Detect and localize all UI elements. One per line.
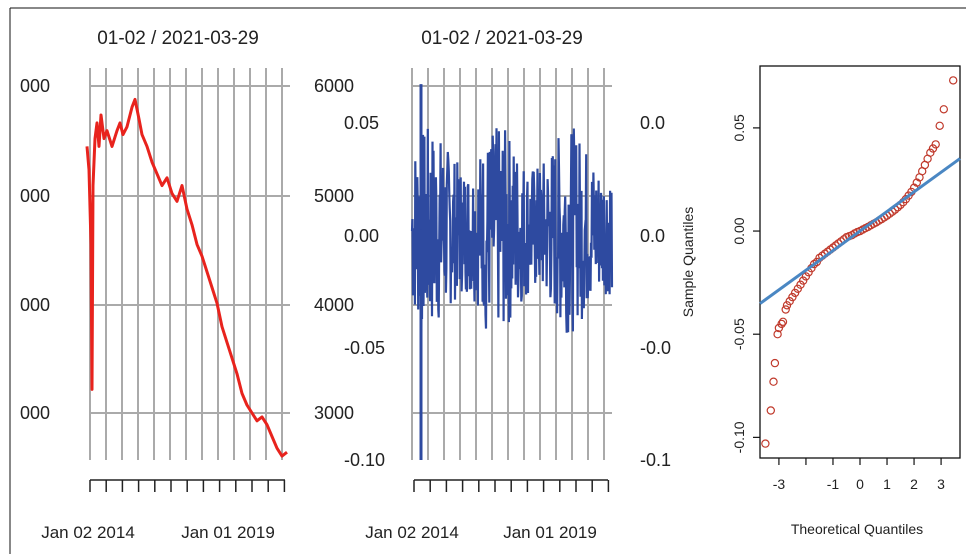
qq-xtick-label-3: 1 <box>883 476 891 492</box>
panel-qq-plot: 0.0 0.0 -0.0 -0.1 Sample Quantiles 0.05 0.00… <box>640 65 961 537</box>
panel-returns-series: 01-02 / 2021-03-29 6000 5000 4000 3000 0.05… <box>314 28 614 542</box>
panel2-ytick-label-1: 0.00 <box>344 226 379 246</box>
qq-point <box>935 121 944 131</box>
qq-point <box>926 148 935 157</box>
panel2-series <box>410 84 614 461</box>
qq-ytick-label-1: 0.00 <box>731 217 747 244</box>
qq-point <box>781 305 790 314</box>
panel2-right-labels: 0.05 0.00 -0.05 -0.10 <box>344 113 385 470</box>
panel1-xtick-label-1: Jan 02 2014 <box>41 523 135 542</box>
panel2-left-label-0: 6000 <box>314 76 354 96</box>
qq-xtick-label-0: -3 <box>773 476 786 492</box>
qq-point <box>770 358 780 368</box>
panel1-xtick-label-2: Jan 01 2019 <box>181 523 275 542</box>
qq-point <box>773 330 782 339</box>
panel1-title: 01-02 / 2021-03-29 <box>97 28 259 49</box>
panel2-returns-line <box>410 128 614 461</box>
panel1-series <box>85 97 288 458</box>
qq-xtick-label-5: 3 <box>937 476 945 492</box>
panel2-left-label-2: 4000 <box>314 295 354 315</box>
qq-point <box>777 319 786 329</box>
qq-point <box>939 105 949 114</box>
qq-point <box>809 259 819 269</box>
qq-reference-line <box>759 157 961 305</box>
panel2-x-ticks <box>413 479 610 492</box>
qq-point <box>931 140 940 149</box>
panel2-left-label-1: 5000 <box>314 186 354 206</box>
panel1-ytick-label-2: 000 <box>20 295 50 315</box>
panel2-xtick-label-1: Jan 02 2014 <box>365 523 459 542</box>
qq-point <box>769 377 778 386</box>
panel3-left-labels: 0.0 0.0 -0.0 -0.1 <box>640 113 671 470</box>
panel1-price-line <box>85 97 288 458</box>
qq-y-ticks: 0.05 0.00 -0.05 -0.10 <box>731 114 760 453</box>
panel1-ytick-label-1: 000 <box>20 186 50 206</box>
qq-xtick-label-2: 0 <box>856 476 864 492</box>
qq-xtick-label-1: -1 <box>827 476 840 492</box>
panel2-xtick-label-2: Jan 01 2019 <box>503 523 597 542</box>
panel2-ytick-label-2: -0.05 <box>344 338 385 358</box>
panel2-ytick-label-3: -0.10 <box>344 450 385 470</box>
panel3-left-label-3: -0.1 <box>640 450 671 470</box>
panel2-title: 01-02 / 2021-03-29 <box>421 28 583 49</box>
qq-ytick-label-2: -0.05 <box>731 318 747 350</box>
panel1-ytick-label-3: 000 <box>20 403 50 423</box>
panel3-left-label-1: 0.0 <box>640 226 665 246</box>
panel3-left-label-2: -0.0 <box>640 338 671 358</box>
qq-ylabel: Sample Quantiles <box>680 207 696 318</box>
qq-ytick-label-3: -0.10 <box>731 421 747 453</box>
panel1-grid <box>89 68 290 460</box>
panel2-ytick-label-0: 0.05 <box>344 113 379 133</box>
qq-point <box>799 276 808 285</box>
panel-price-series: 01-02 / 2021-03-29 000 000 000 000 Jan 02 2… <box>20 28 290 542</box>
panel3-left-label-0: 0.0 <box>640 113 665 133</box>
panel2-left-label-3: 3000 <box>314 403 354 423</box>
qq-ytick-label-0: 0.05 <box>731 114 747 141</box>
qq-xtick-label-4: 2 <box>910 476 918 492</box>
qq-point <box>949 76 958 85</box>
qq-point <box>788 292 797 302</box>
panel1-x-ticks <box>89 479 286 492</box>
qq-x-ticks: -3 -1 0 1 2 3 <box>773 458 945 492</box>
qq-point <box>778 317 788 326</box>
qq-point <box>766 406 776 415</box>
panel1-y-labels: 000 000 000 000 <box>20 76 50 423</box>
panel2-left-labels: 6000 5000 4000 3000 <box>314 76 354 423</box>
qq-point <box>761 439 770 448</box>
qq-xlabel: Theoretical Quantiles <box>791 521 923 537</box>
panel1-ytick-label-0: 000 <box>20 76 50 96</box>
